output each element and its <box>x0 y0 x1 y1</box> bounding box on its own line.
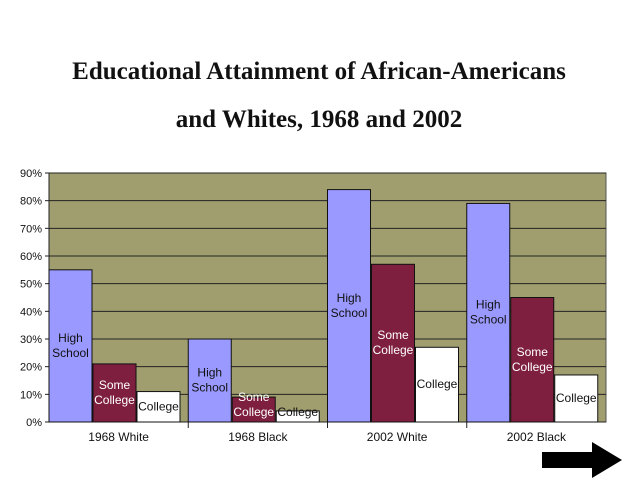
y-tick-label: 30% <box>20 334 42 346</box>
bar-some-college <box>92 363 137 423</box>
bar-label: High <box>476 298 501 312</box>
bar-some-college <box>231 396 276 423</box>
bar-label: College <box>233 405 274 419</box>
bar-college <box>275 410 320 423</box>
bar-label: College <box>417 377 458 391</box>
bar-label: Some <box>517 345 549 359</box>
chart-title-line-2: and Whites, 1968 and 2002 <box>175 106 463 133</box>
y-tick-label: 20% <box>20 362 42 374</box>
y-tick-label: 50% <box>20 279 42 291</box>
y-tick-label: 70% <box>20 223 42 235</box>
bar-label: High <box>58 331 83 345</box>
bar-label: College <box>512 360 553 374</box>
next-arrow-icon[interactable] <box>540 440 624 480</box>
y-tick-label: 0% <box>26 417 42 429</box>
bar-label: College <box>556 391 597 405</box>
y-tick-label: 90% <box>20 168 42 180</box>
bar-label: High <box>337 291 362 305</box>
bar-high-school <box>327 189 371 423</box>
y-tick-label: 60% <box>20 251 42 263</box>
chart-title-line-1: Educational Attainment of African-Americ… <box>72 58 566 85</box>
x-tick-label: 2002 Black <box>507 430 567 444</box>
bar-college <box>415 346 459 423</box>
bar-label: School <box>331 306 368 320</box>
x-tick-label: 1968 Black <box>228 430 288 444</box>
bar-label: College <box>277 405 318 419</box>
bar-label: Some <box>238 390 270 404</box>
x-tick-label: 1968 White <box>88 430 149 444</box>
bar-label: School <box>191 381 228 395</box>
bar-label: Some <box>377 328 409 342</box>
bar-label: College <box>138 399 179 413</box>
y-tick-label: 10% <box>20 389 42 401</box>
bar-label: School <box>470 313 507 327</box>
bar-label: College <box>94 393 135 407</box>
bar-label: High <box>197 366 222 380</box>
y-tick-label: 40% <box>20 306 42 318</box>
bar-high-school <box>466 202 511 423</box>
bar-some-college <box>510 297 555 423</box>
bar-high-school <box>187 338 232 423</box>
bar-college <box>554 374 599 423</box>
bar-college <box>136 391 181 423</box>
y-tick-label: 80% <box>20 196 42 208</box>
bar-some-college <box>371 263 415 423</box>
bar-label: College <box>373 343 414 357</box>
bar-label: Some <box>99 378 131 392</box>
bar-label: School <box>52 346 89 360</box>
bar-high-school <box>48 269 93 423</box>
x-tick-label: 2002 White <box>367 430 428 444</box>
